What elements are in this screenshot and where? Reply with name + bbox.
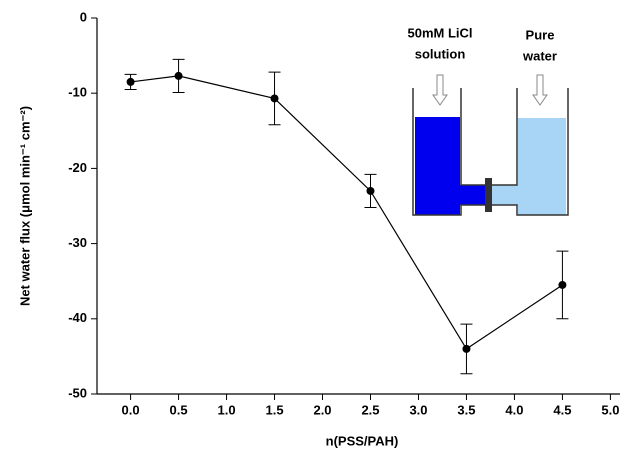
y-tick-label: -10 bbox=[68, 85, 87, 100]
data-point bbox=[558, 280, 567, 289]
annotation: water bbox=[522, 48, 557, 63]
annotation: Pure bbox=[526, 27, 555, 42]
y-tick-label: -30 bbox=[68, 235, 87, 250]
y-axis-label: Net water flux (μmol min⁻¹ cm⁻²) bbox=[17, 106, 32, 306]
x-axis-label: n(PSS/PAH) bbox=[326, 433, 399, 448]
x-tick-label: 1.5 bbox=[265, 402, 283, 417]
x-tick-label: 0.5 bbox=[170, 402, 188, 417]
x-tick-label: 3.0 bbox=[409, 402, 427, 417]
data-point bbox=[462, 344, 471, 353]
annotation: solution bbox=[415, 46, 466, 61]
y-tick-label: 0 bbox=[80, 9, 87, 24]
data-line bbox=[130, 75, 563, 350]
y-tick-label: -50 bbox=[68, 385, 87, 400]
x-tick-label: 3.5 bbox=[457, 402, 475, 417]
annotation: 50mM LiCl bbox=[407, 25, 472, 40]
data-point bbox=[366, 186, 375, 195]
x-tick-label: 0.0 bbox=[122, 402, 140, 417]
x-tick-label: 2.0 bbox=[313, 402, 331, 417]
y-tick-label: -20 bbox=[68, 160, 87, 175]
x-tick-label: 4.0 bbox=[505, 402, 523, 417]
x-tick-label: 1.0 bbox=[218, 402, 236, 417]
y-tick-label: -40 bbox=[68, 310, 87, 325]
x-tick-label: 4.5 bbox=[553, 402, 571, 417]
x-tick-label: 5.0 bbox=[601, 402, 619, 417]
data-point bbox=[126, 77, 135, 86]
inset-diagram: 50mM LiCl solution Pure water bbox=[407, 25, 569, 216]
x-tick-label: 2.5 bbox=[361, 402, 379, 417]
data-point bbox=[174, 71, 183, 80]
data-point bbox=[270, 94, 279, 103]
